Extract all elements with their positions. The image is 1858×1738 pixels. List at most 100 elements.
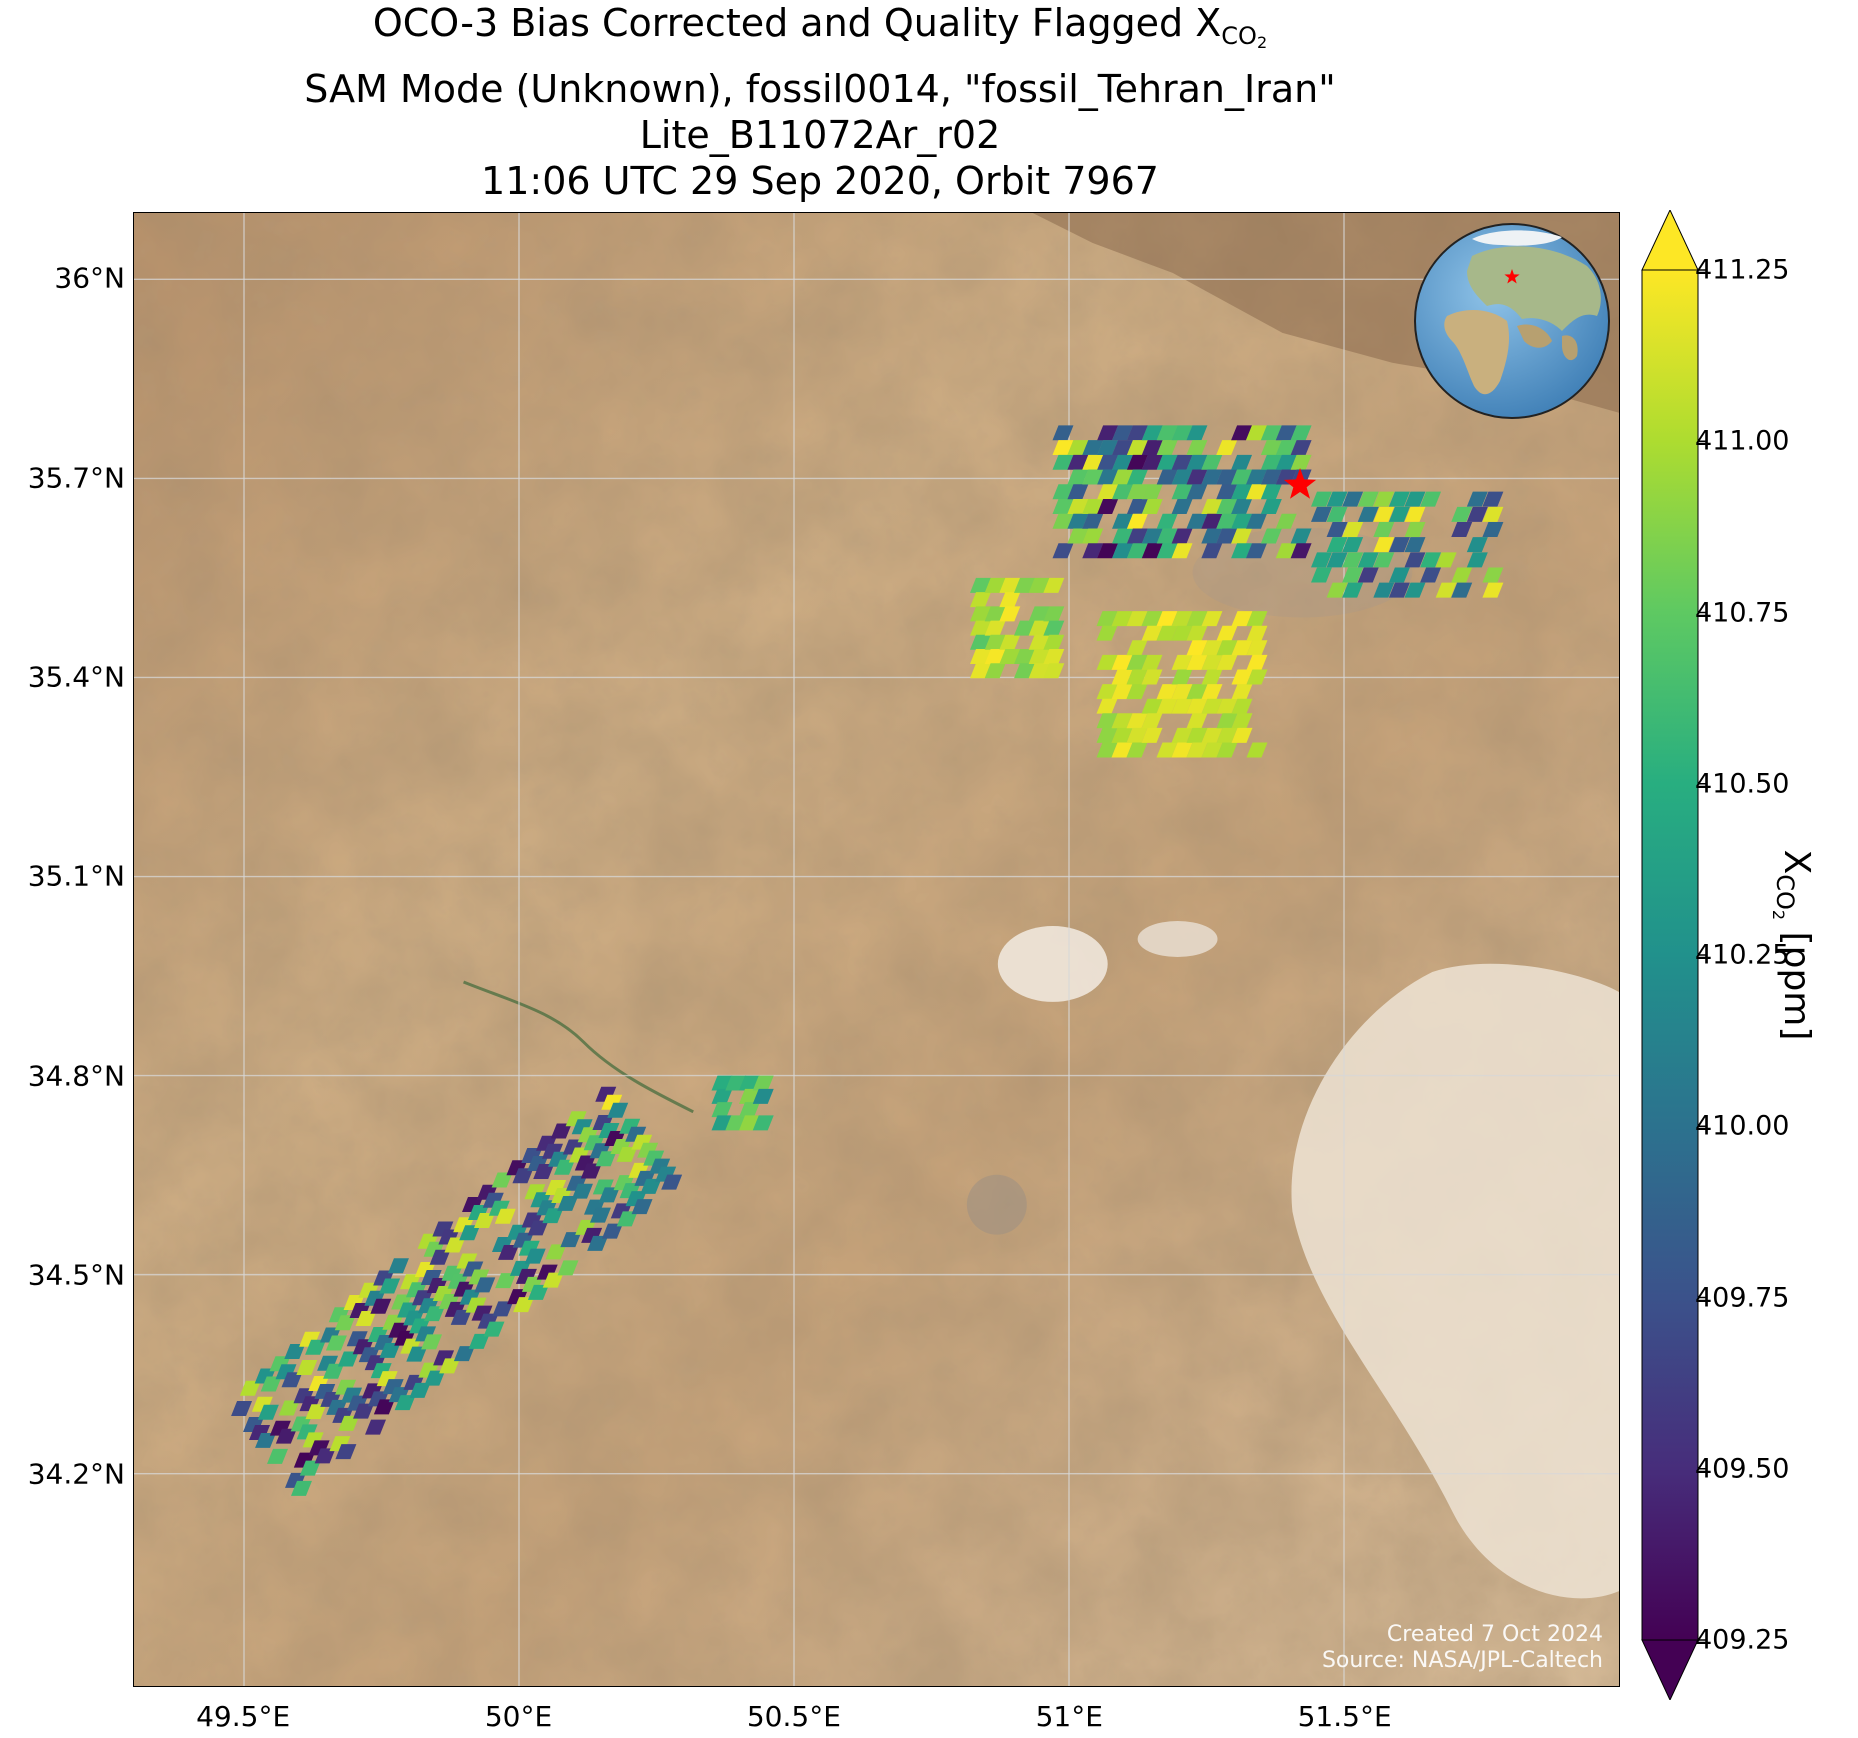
xco2-footprint (338, 1415, 360, 1431)
xco2-footprint (1156, 611, 1178, 627)
xco2-footprint (1216, 484, 1238, 500)
xco2-footprint (1311, 552, 1332, 568)
lat-tick-label: 34.5°N (27, 1258, 125, 1292)
xco2-footprint (1201, 727, 1223, 743)
lat-tick-label: 35.7°N (27, 461, 125, 495)
xco2-footprint (1404, 522, 1426, 537)
xco2-footprint (1482, 582, 1504, 598)
satellite-map (134, 213, 1619, 1686)
city-qom (966, 1174, 1027, 1235)
xco2-footprint (1112, 440, 1134, 456)
xco2-footprint (267, 1448, 288, 1464)
xco2-footprint (1096, 713, 1118, 729)
xco2-footprint (1373, 506, 1395, 522)
xco2-footprint (1126, 484, 1148, 500)
xco2-footprint (1126, 611, 1148, 627)
xco2-footprint (1201, 543, 1223, 559)
xco2-footprint (1373, 582, 1395, 598)
xco2-footprint (1326, 537, 1348, 553)
xco2-footprint (1420, 567, 1442, 583)
xco2-footprint (1311, 567, 1332, 583)
xco2-footprint (1290, 454, 1312, 470)
xco2-footprint (1156, 425, 1178, 441)
xco2-footprint (1311, 506, 1332, 522)
salt-lake-east (1137, 921, 1218, 957)
xco2-footprint (1342, 522, 1364, 537)
xco2-footprint (527, 1284, 549, 1300)
xco2-footprint (1342, 582, 1364, 598)
xco2-footprint (1451, 506, 1473, 522)
xco2-footprint (1171, 499, 1193, 515)
xco2-footprint (1052, 543, 1074, 559)
xco2-footprint (1326, 552, 1348, 568)
xco2-footprint (353, 1403, 375, 1419)
xco2-footprint (1156, 513, 1178, 529)
xco2-footprint (661, 1174, 683, 1190)
xco2-footprint (601, 1223, 623, 1239)
xco2-footprint (1245, 469, 1267, 485)
xco2-footprint (1357, 552, 1379, 568)
xco2-footprint (429, 1249, 451, 1265)
xco2-footprint (1126, 684, 1148, 700)
xco2-footprint (1231, 669, 1253, 685)
colorbar-tick-label: 410.00 (1695, 1110, 1790, 1142)
xco2-footprint (1373, 491, 1395, 507)
xco2-footprint (1126, 713, 1148, 729)
xco2-footprint (387, 1258, 409, 1274)
xco2-footprint (1342, 537, 1364, 553)
xco2-footprint (1126, 454, 1148, 470)
colorbar-label: XCO2 [ppm] (1769, 849, 1817, 1041)
xco2-footprint (1096, 611, 1118, 627)
xco2-footprint (439, 1358, 461, 1374)
xco2-footprint (631, 1199, 653, 1215)
colorbar-extend-max (1641, 210, 1699, 271)
xco2-footprint (1014, 620, 1035, 636)
xco2-footprint (1156, 684, 1178, 700)
xco2-footprint (1326, 582, 1348, 598)
xco2-footprint (1373, 537, 1395, 553)
xco2-footprint (1201, 454, 1223, 470)
xco2-footprint (355, 1310, 377, 1326)
xco2-footprint (970, 606, 991, 622)
xco2-footprint (444, 1237, 466, 1253)
xco2-footprint (1404, 537, 1426, 553)
map-panel[interactable]: Created 7 Oct 2024 Source: NASA/JPL-Calt… (133, 212, 1620, 1687)
xco2-footprint (1014, 577, 1035, 593)
globe-inset (1414, 223, 1610, 419)
xco2-footprint (494, 1208, 516, 1224)
xco2-footprint (1482, 491, 1504, 507)
xco2-footprint (1216, 469, 1238, 485)
xco2-footprint (1082, 543, 1104, 559)
xco2-footprint (984, 634, 1006, 650)
xco2-footprint (1126, 669, 1148, 685)
xco2-footprint (1171, 425, 1193, 441)
xco2-footprint (370, 1298, 392, 1314)
xco2-footprint (453, 1346, 475, 1362)
xco2-footprint (1342, 552, 1364, 568)
xco2-footprint (474, 1277, 496, 1293)
xco2-footprint (1388, 582, 1410, 598)
xco2-footprint (1126, 513, 1148, 529)
xco2-footprint (752, 1115, 774, 1131)
xco2-footprint (1186, 654, 1208, 670)
xco2-footprint (1466, 506, 1488, 522)
xco2-footprint (1171, 669, 1193, 685)
xco2-footprint (323, 1363, 345, 1379)
xco2-footprint (255, 1432, 277, 1448)
colorbar-tick-label: 410.50 (1695, 768, 1790, 800)
colorbar-tick-label: 411.25 (1695, 254, 1790, 286)
title-line-2: SAM Mode (Unknown), fossil0014, "fossil_… (304, 67, 1336, 111)
xco2-footprint (1028, 634, 1050, 650)
xco2-footprint (999, 634, 1021, 650)
xco2-footprint (999, 592, 1021, 608)
xco2-footprint (1097, 543, 1119, 559)
xco2-footprint (278, 1400, 300, 1416)
xco2-footprint (752, 1075, 774, 1091)
xco2-footprint (545, 1244, 567, 1260)
xco2-footprint (1357, 506, 1379, 522)
xco2-footprint (305, 1404, 327, 1420)
xco2-footprint (1028, 663, 1050, 679)
created-date: Created 7 Oct 2024 (1386, 1622, 1603, 1647)
xco2-footprint (1082, 513, 1104, 529)
xco2-footprint (711, 1088, 733, 1104)
